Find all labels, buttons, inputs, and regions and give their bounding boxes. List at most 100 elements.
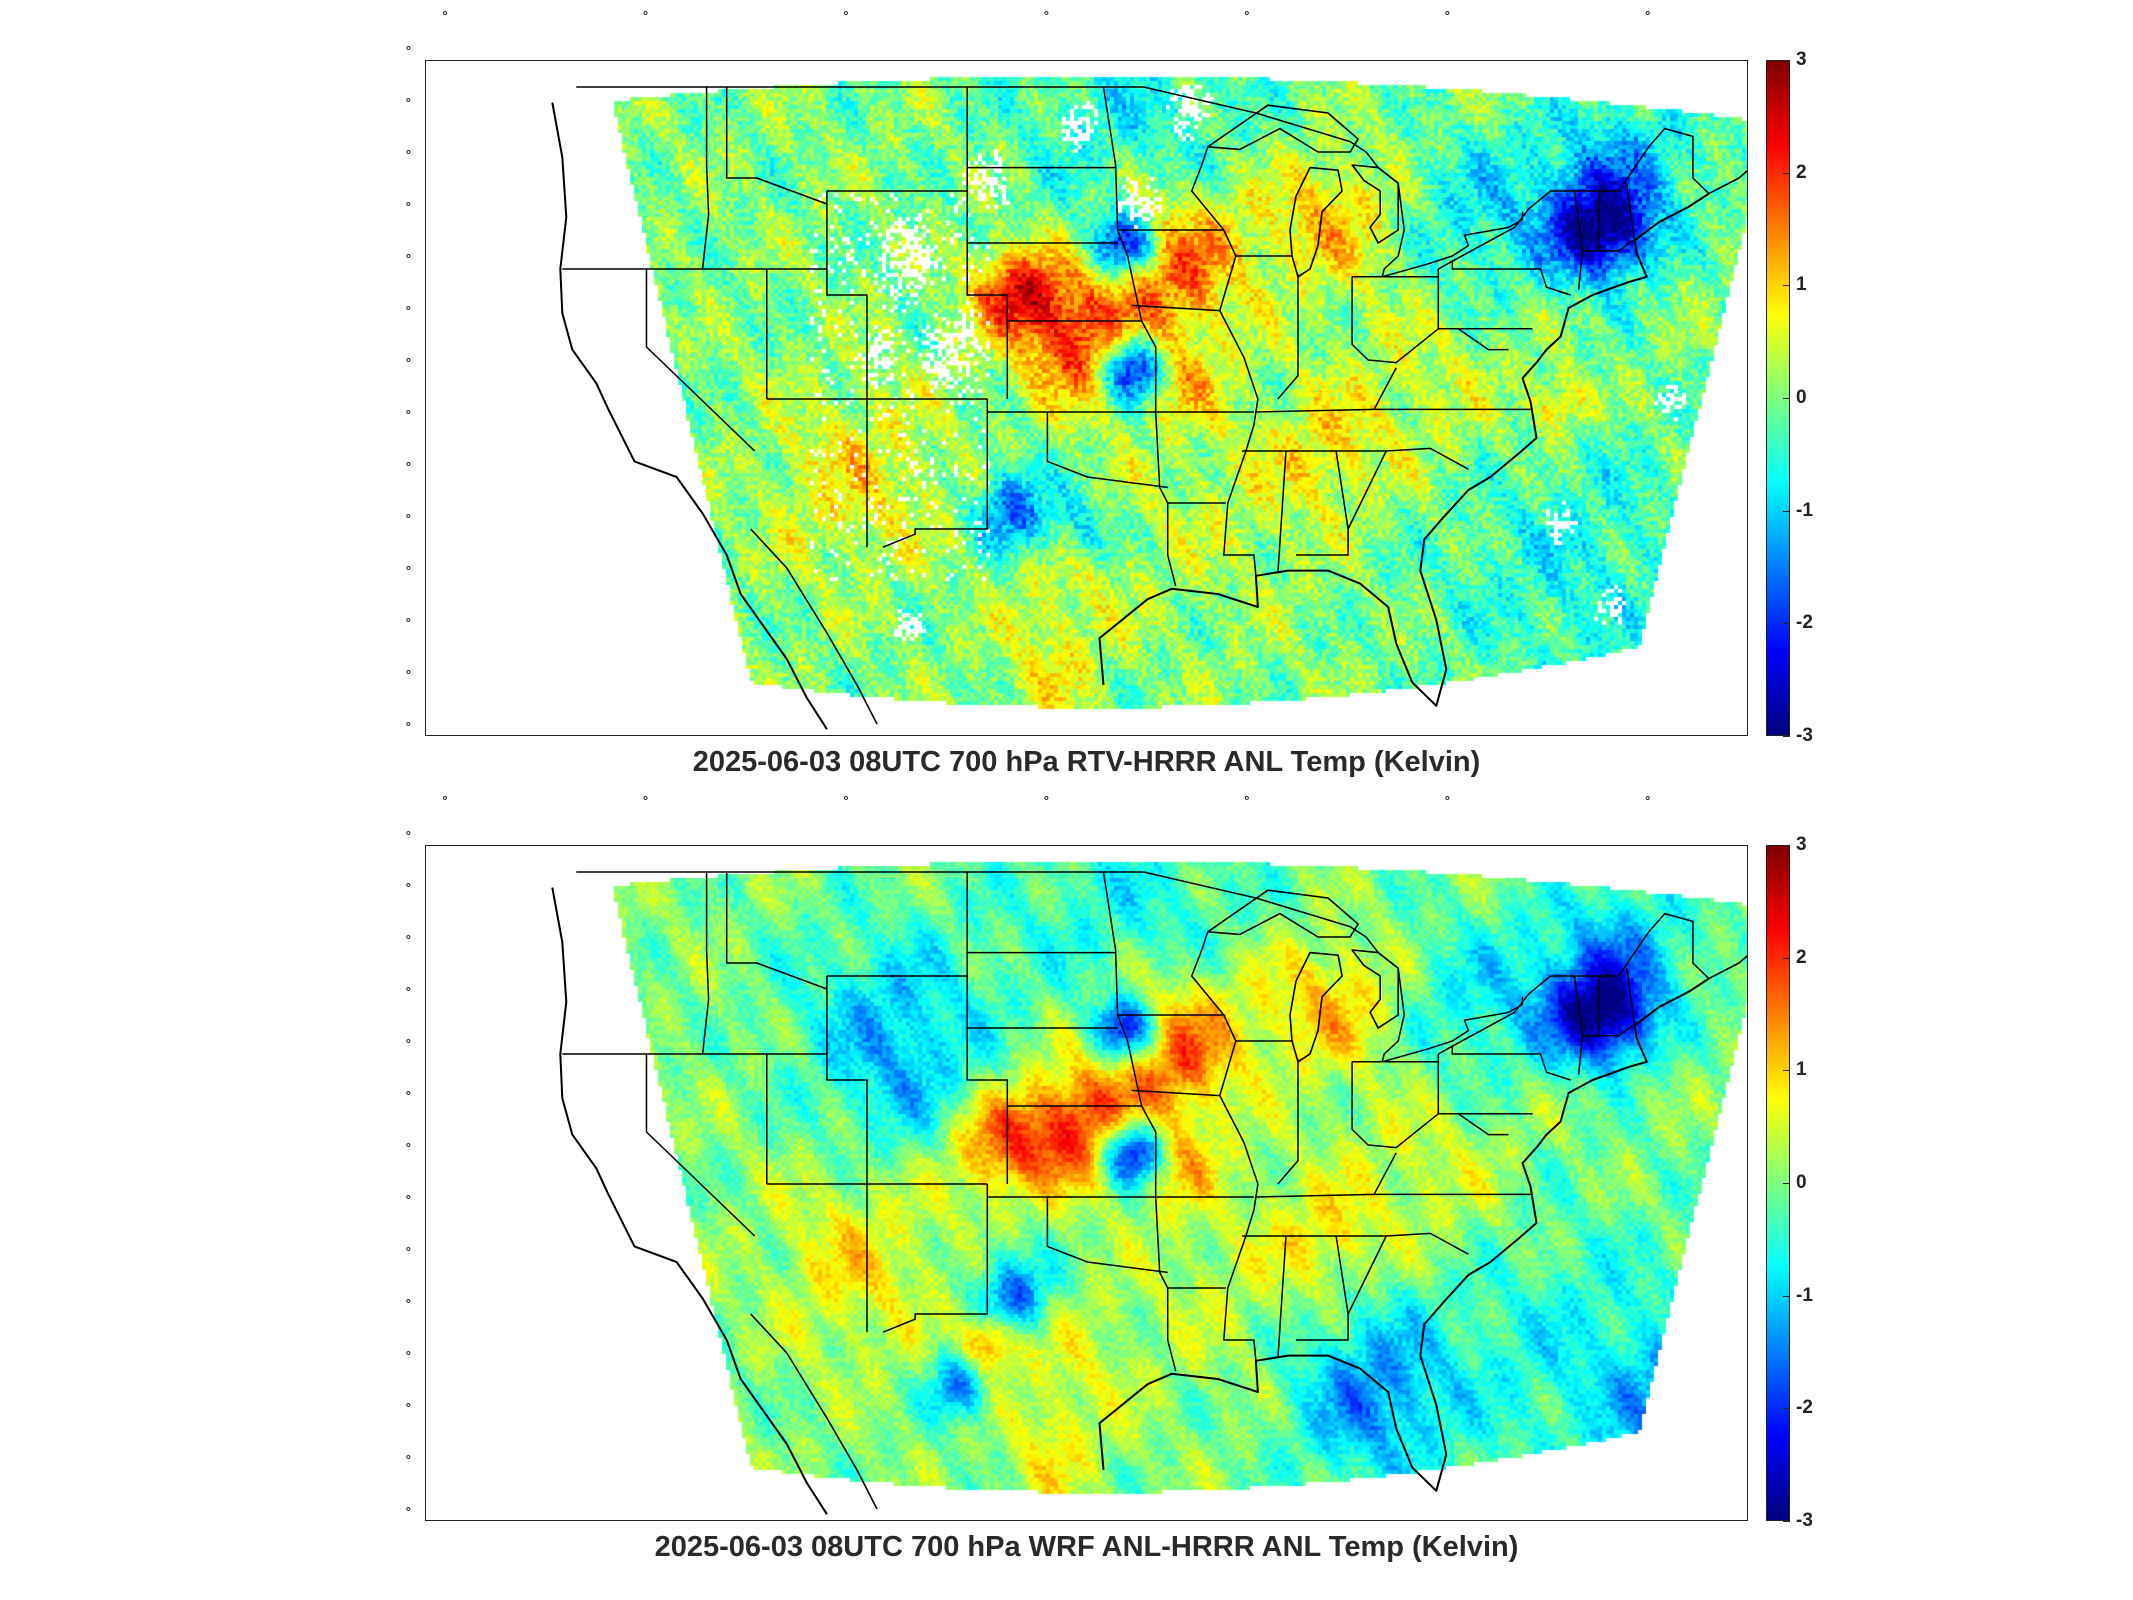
latitude-tick-label: ° xyxy=(353,1192,413,1219)
degree-symbol: ° xyxy=(405,828,411,843)
state-boundary xyxy=(1277,450,1287,574)
longitude-tick-label: ° xyxy=(1643,8,1652,35)
latitude-tick-label: ° xyxy=(353,251,413,278)
latitude-tick-label: ° xyxy=(353,303,413,330)
degree-symbol: ° xyxy=(405,355,411,370)
degree-symbol: ° xyxy=(405,667,411,682)
gulf-of-california-coast xyxy=(750,528,878,725)
state-boundary xyxy=(1296,1235,1349,1341)
colorbar-tick-mark xyxy=(1783,845,1790,846)
colorbar-tick-mark xyxy=(1783,510,1790,512)
colorbar-tick-mark xyxy=(1783,736,1790,737)
latitude-tick-label: ° xyxy=(353,880,413,907)
state-boundary xyxy=(1451,912,1710,1047)
political-boundaries xyxy=(551,86,1747,730)
state-boundary xyxy=(1046,1197,1168,1274)
latitude-tick-label: ° xyxy=(353,1504,413,1531)
degree-symbol: ° xyxy=(405,43,411,58)
degree-symbol: ° xyxy=(405,251,411,266)
degree-symbol: ° xyxy=(405,719,411,734)
state-boundary xyxy=(1573,975,1584,1075)
colorbar-tick-mark xyxy=(1783,60,1790,61)
longitude-tick-label: ° xyxy=(440,8,449,35)
longitude-tick-label: ° xyxy=(641,793,650,820)
west-coastline xyxy=(551,887,828,1515)
colorbar-tick-label: 2 xyxy=(1796,161,1807,183)
state-boundary xyxy=(645,1054,756,1237)
state-boundary xyxy=(1373,367,1397,410)
degree-symbol: ° xyxy=(405,199,411,214)
state-boundary xyxy=(1351,269,1440,364)
latitude-tick-label: ° xyxy=(353,1452,413,1479)
colorbar-tick-mark xyxy=(1783,957,1790,959)
colorbar-tick-label: -1 xyxy=(1796,499,1813,521)
state-boundary xyxy=(1190,146,1259,576)
longitude-tick-label: ° xyxy=(1643,793,1652,820)
great-lake-outline xyxy=(1207,889,1359,938)
great-lake-outline xyxy=(1289,166,1343,278)
state-boundary xyxy=(701,87,710,270)
latitude-tick-label: ° xyxy=(353,1400,413,1427)
degree-symbol: ° xyxy=(405,147,411,162)
colorbar-tick-mark xyxy=(1783,172,1790,174)
great-lake-outline xyxy=(1207,104,1359,153)
degree-symbol: ° xyxy=(405,1192,411,1207)
great-lake-outline xyxy=(1351,164,1399,244)
longitude-tick-label: ° xyxy=(1242,8,1251,35)
state-boundary xyxy=(1131,304,1220,312)
panel-title: 2025-06-03 08UTC 700 hPa RTV-HRRR ANL Te… xyxy=(692,746,1481,778)
colorbar-tick-mark xyxy=(1783,398,1790,399)
colorbar-tick-mark xyxy=(1783,1183,1790,1184)
longitude-tick-label: ° xyxy=(641,8,650,35)
longitude-tick-label: ° xyxy=(1443,793,1452,820)
longitude-tick-label: ° xyxy=(1443,8,1452,35)
maritimes-coast xyxy=(1708,170,1747,195)
state-boundary xyxy=(1296,450,1349,556)
map-plot-area xyxy=(425,845,1748,1521)
degree-symbol: ° xyxy=(1244,8,1250,23)
state-boundary xyxy=(826,976,868,1333)
state-boundary xyxy=(1046,412,1168,489)
longitude-tick-label: ° xyxy=(1042,793,1051,820)
state-boundary xyxy=(1190,931,1259,1361)
latitude-tick-label: ° xyxy=(353,407,413,434)
degree-symbol: ° xyxy=(405,407,411,422)
colorbar-tick-mark xyxy=(1783,285,1790,287)
degree-symbol: ° xyxy=(405,1348,411,1363)
colorbar-tick-label: 2 xyxy=(1796,946,1807,968)
latitude-tick-label: ° xyxy=(353,563,413,590)
colorbar-tick-label: -3 xyxy=(1796,725,1813,746)
state-boundary xyxy=(1255,408,1531,413)
state-boundary xyxy=(725,87,828,205)
latitude-tick-label: ° xyxy=(353,984,413,1011)
state-boundary xyxy=(1625,183,1636,241)
degree-symbol: ° xyxy=(405,1400,411,1415)
degree-symbol: ° xyxy=(405,1452,411,1467)
degree-symbol: ° xyxy=(405,984,411,999)
colorbar-tick-mark xyxy=(1783,1408,1790,1410)
colorbar-tick-label: -1 xyxy=(1796,1284,1813,1306)
state-boundary xyxy=(1437,1045,1571,1081)
colorbar-tick-mark xyxy=(1783,623,1790,625)
colorbar-tick-label: 0 xyxy=(1796,387,1807,408)
degree-symbol: ° xyxy=(405,615,411,630)
longitude-tick-label: ° xyxy=(1042,8,1051,35)
latitude-tick-label: ° xyxy=(353,1296,413,1323)
latitude-tick-label: ° xyxy=(353,932,413,959)
state-boundary xyxy=(1457,328,1509,351)
maritimes-coast xyxy=(1708,955,1747,980)
colorbar-tick-label: 1 xyxy=(1796,1059,1807,1081)
latitude-tick-label: ° xyxy=(353,1140,413,1167)
state-boundary xyxy=(1573,190,1584,290)
latitude-tick-label: ° xyxy=(353,719,413,746)
colorbar-tick-label: 1 xyxy=(1796,274,1807,296)
state-boundary xyxy=(1582,239,1634,252)
state-boundary xyxy=(1143,871,1524,1063)
state-boundary xyxy=(1143,86,1524,278)
latitude-tick-label: ° xyxy=(353,459,413,486)
degree-symbol: ° xyxy=(405,1244,411,1259)
colorbar-tick-mark xyxy=(1783,1295,1790,1297)
degree-symbol: ° xyxy=(405,932,411,947)
state-boundary xyxy=(882,399,989,548)
map-panel-wrf: ° ° ° ° ° ° ° ° ° ° ° ° ° ° ° ° ° ° ° ° ° 2025-06-03 08UTC 70… xyxy=(0,785,2133,1585)
